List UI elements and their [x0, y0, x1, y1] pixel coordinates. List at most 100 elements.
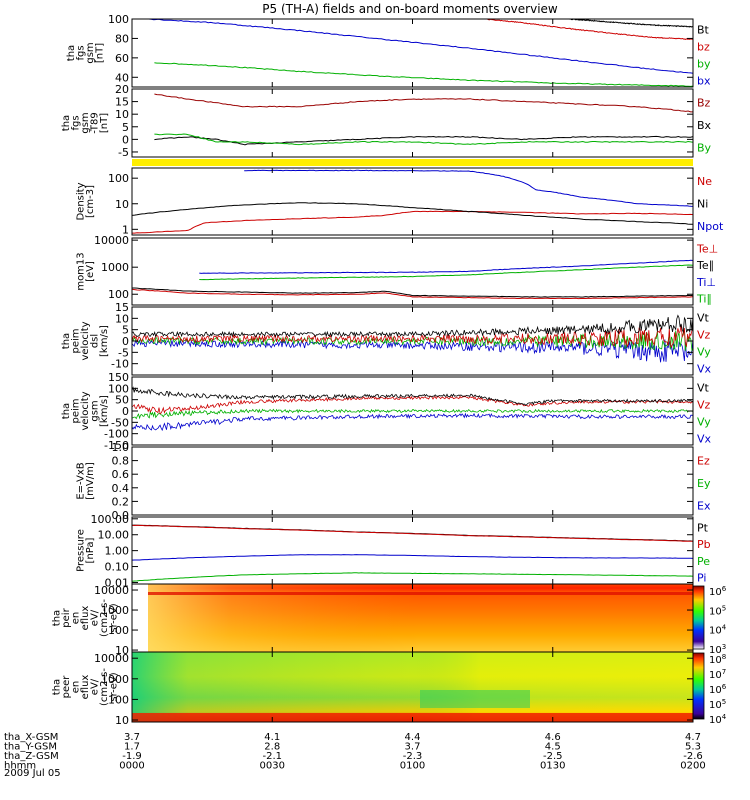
ion-spectrogram-shade	[148, 584, 693, 652]
y-axis-label: (cm2-s-	[99, 599, 110, 637]
x-row-value: 4.1	[264, 732, 280, 743]
x-row-value: 3.7	[405, 742, 421, 753]
y-tick-label: 10	[115, 644, 129, 657]
y-axis-label: [km/s]	[99, 395, 110, 427]
plot-title: P5 (TH-A) fields and on-board moments ov…	[262, 2, 558, 16]
x-row-value: -2.1	[262, 751, 282, 762]
panel-8	[131, 524, 694, 582]
y-tick-label: 5	[122, 121, 129, 134]
y-tick-label: 0	[122, 133, 129, 146]
series-npot-line	[244, 169, 694, 207]
y-axis-label: (cm2-s-	[99, 668, 110, 706]
y-axis-label: tha	[52, 610, 63, 626]
panel-7-frame	[131, 446, 694, 516]
colorbar-exponent: 4	[722, 713, 727, 721]
y-tick-label: 100	[108, 172, 129, 185]
y-tick-label: 1000	[101, 604, 129, 617]
y-axis-label: velocity	[80, 321, 91, 360]
y-axis-label: mom13	[75, 252, 86, 290]
panel-5	[131, 314, 694, 363]
y-axis-label: en	[71, 681, 82, 694]
y-tick-label: -150	[104, 439, 129, 452]
y-axis-label: Pressure	[75, 529, 86, 572]
colorbar-exponent: 7	[722, 668, 726, 676]
y-axis-label: fgs	[71, 115, 82, 130]
series-ti-line	[199, 264, 694, 281]
y-axis-label: tha	[61, 333, 72, 349]
electron-colorbar	[692, 652, 705, 720]
legend-pb: Pb	[697, 538, 711, 551]
y-axis-label: peim	[71, 328, 82, 353]
y-tick-label: 100	[108, 624, 129, 637]
legend-by: by	[697, 58, 711, 71]
x-row-value: -2.5	[543, 751, 563, 762]
colorbar-label: 107	[709, 668, 726, 681]
x-row-label: hhmm	[4, 761, 36, 772]
x-row-value: -2.3	[403, 751, 423, 762]
x-row-value: -1.9	[122, 751, 142, 762]
colorbar-label: 104	[709, 713, 727, 726]
y-axis-label: peir	[61, 607, 72, 627]
x-row-value: 0130	[540, 761, 565, 772]
y-tick-label: 150	[108, 371, 129, 384]
colorbar-label: 106	[709, 683, 727, 696]
ion-spectrogram-white-gap	[132, 584, 148, 652]
legend-npot: Npot	[697, 220, 724, 233]
y-axis-label: [cm-3]	[85, 185, 96, 218]
colorbar-exponent: 5	[722, 698, 726, 706]
legend-ey: Ey	[697, 477, 711, 490]
x-row-value: 0000	[119, 761, 144, 772]
legend-vy: Vy	[697, 346, 711, 359]
series-pe-line	[131, 572, 694, 582]
colorbar-label: 106	[709, 585, 727, 598]
y-tick-label: 1.00	[105, 545, 130, 558]
y-axis-label: gsm	[80, 112, 91, 133]
x-row-value: 0030	[260, 761, 285, 772]
legend-bx: bx	[697, 75, 711, 88]
y-tick-label: 50	[115, 394, 129, 407]
colorbar-label: 105	[709, 698, 726, 711]
y-tick-label: 0.0	[112, 509, 130, 522]
legend-vx: Vx	[697, 433, 712, 446]
y-axis-label: eV/	[90, 678, 101, 695]
y-tick-label: 0.10	[105, 561, 130, 574]
series-bx-line	[154, 135, 694, 146]
y-tick-label: 40	[115, 71, 129, 84]
series-by-line	[154, 133, 694, 146]
y-tick-label: 5	[122, 324, 129, 337]
legend-ne: Ne	[697, 175, 712, 188]
x-row-value: 0100	[400, 761, 425, 772]
colorbar-exponent: 3	[722, 643, 726, 651]
series-bt-line	[569, 18, 694, 28]
panel-3-frame	[131, 167, 694, 236]
y-tick-label: 20	[115, 83, 129, 96]
x-row-label: tha_X-GSM	[4, 732, 58, 743]
series-bx-line	[148, 18, 694, 74]
y-tick-label: 60	[115, 52, 129, 65]
y-axis-label: [km/s]	[99, 325, 110, 357]
legend-vx: Vx	[697, 363, 712, 376]
x-row-value: -2.6	[683, 751, 703, 762]
y-tick-label: -50	[111, 416, 129, 429]
y-axis-label: eV/	[90, 609, 101, 626]
colorbar-label: 108	[709, 653, 726, 666]
colorbar-label: 105	[709, 604, 726, 617]
y-tick-label: 10000	[94, 584, 129, 597]
y-axis-label: [mV/m]	[85, 462, 96, 500]
y-tick-label: 10	[115, 198, 129, 211]
ion-spectrogram	[132, 584, 693, 652]
panel-3	[131, 169, 694, 234]
x-row-label: tha_Z-GSM	[4, 751, 59, 762]
y-tick-label: 100	[108, 288, 129, 301]
legend-ex: Ex	[697, 500, 711, 513]
series-ni-line	[131, 202, 693, 225]
series-vz-line	[131, 323, 694, 348]
y-axis-label: tha	[52, 679, 63, 695]
colorbar-exponent: 5	[722, 604, 726, 612]
y-axis-label: en	[71, 612, 82, 625]
electron-spectrogram-shade	[132, 652, 693, 722]
series-vx-line	[131, 412, 694, 432]
y-tick-label: 100	[108, 382, 129, 395]
x-row-value: 3.7	[124, 732, 140, 743]
legend-pt: Pt	[697, 521, 709, 534]
